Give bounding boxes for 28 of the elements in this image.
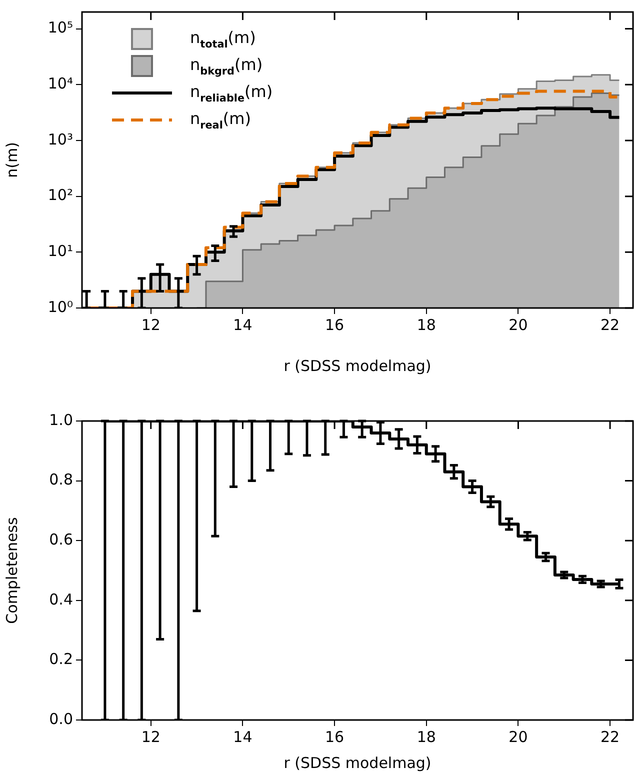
x-tick-label: 20 xyxy=(508,728,528,746)
y-tick-label: 10⁴ xyxy=(48,74,73,93)
y-tick-label: 10¹ xyxy=(48,242,73,260)
y-axis-title: Completeness xyxy=(2,516,21,624)
x-tick-label: 16 xyxy=(324,316,344,334)
y-tick-label: 0.6 xyxy=(49,530,73,548)
y-tick-label: 1.0 xyxy=(49,410,73,429)
y-tick-label: 10⁵ xyxy=(48,18,73,37)
x-tick-label: 14 xyxy=(233,728,252,746)
x-axis-title: r (SDSS modelmag) xyxy=(284,356,432,375)
x-tick-label: 12 xyxy=(141,728,160,746)
x-tick-label: 12 xyxy=(141,316,160,334)
y-tick-label: 0.2 xyxy=(49,650,73,668)
y-tick-label: 0.0 xyxy=(49,710,73,728)
y-tick-label: 10² xyxy=(48,186,73,204)
y-tick-label: 10³ xyxy=(48,130,73,148)
y-tick-label: 0.4 xyxy=(49,590,73,608)
x-tick-label: 22 xyxy=(600,728,620,746)
x-axis-title: r (SDSS modelmag) xyxy=(284,754,432,772)
y-axis-title: n(m) xyxy=(2,142,21,178)
x-tick-label: 22 xyxy=(600,316,620,334)
x-tick-label: 20 xyxy=(508,316,528,334)
y-tick-label: 10⁰ xyxy=(48,298,73,316)
y-tick-label: 0.8 xyxy=(49,470,73,489)
x-tick-label: 16 xyxy=(324,728,344,746)
x-tick-label: 18 xyxy=(416,728,436,746)
x-tick-label: 18 xyxy=(416,316,436,334)
x-tick-label: 14 xyxy=(233,316,252,334)
